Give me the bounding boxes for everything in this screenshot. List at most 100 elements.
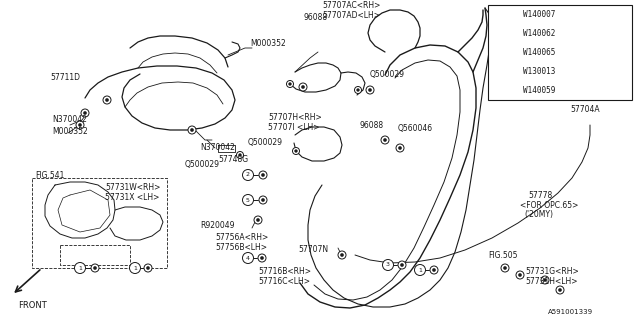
Text: 57716C<LH>: 57716C<LH> (258, 277, 310, 286)
Circle shape (129, 262, 141, 274)
Circle shape (340, 253, 344, 257)
Circle shape (243, 170, 253, 180)
Text: 3: 3 (386, 262, 390, 268)
Text: 57756A<RH>: 57756A<RH> (215, 234, 268, 243)
Circle shape (383, 138, 387, 141)
Circle shape (260, 256, 264, 260)
Circle shape (398, 147, 402, 149)
Circle shape (369, 88, 372, 92)
Circle shape (398, 261, 406, 269)
Text: 57716B<RH>: 57716B<RH> (258, 268, 311, 276)
Text: FIG.541: FIG.541 (35, 171, 65, 180)
Text: W140062: W140062 (523, 29, 556, 38)
Text: 57707AC<RH>: 57707AC<RH> (322, 1, 380, 10)
Text: 57778: 57778 (528, 190, 552, 199)
Text: 57748G: 57748G (218, 156, 248, 164)
Text: 4: 4 (246, 255, 250, 260)
Circle shape (144, 264, 152, 272)
Text: A591001339: A591001339 (548, 309, 593, 315)
Text: W140059: W140059 (523, 86, 556, 95)
Text: 4: 4 (501, 69, 505, 74)
Circle shape (415, 265, 426, 276)
Circle shape (501, 264, 509, 272)
Circle shape (259, 196, 267, 204)
Circle shape (518, 273, 522, 276)
Text: 57707H<RH>: 57707H<RH> (268, 114, 322, 123)
Circle shape (79, 124, 82, 127)
Circle shape (338, 251, 346, 259)
Text: Q500029: Q500029 (185, 161, 220, 170)
Circle shape (401, 263, 404, 267)
Circle shape (541, 276, 549, 284)
Text: Q560046: Q560046 (398, 124, 433, 132)
Circle shape (259, 171, 267, 179)
Circle shape (381, 136, 389, 144)
Circle shape (301, 85, 305, 89)
Circle shape (257, 218, 260, 221)
Text: N370042: N370042 (200, 143, 235, 153)
Circle shape (498, 67, 508, 76)
Text: W140065: W140065 (523, 48, 556, 57)
Bar (32, 178, 167, 268)
Circle shape (356, 89, 360, 92)
Circle shape (543, 278, 547, 282)
Circle shape (93, 266, 97, 269)
Circle shape (74, 262, 86, 274)
Text: M000352: M000352 (250, 39, 285, 49)
Text: M000352: M000352 (52, 127, 88, 137)
Circle shape (430, 266, 438, 274)
Circle shape (504, 266, 507, 269)
Text: 57731H<LH>: 57731H<LH> (525, 277, 577, 286)
Circle shape (188, 126, 196, 134)
Circle shape (498, 10, 508, 20)
Text: ('20MY): ('20MY) (524, 211, 553, 220)
Circle shape (516, 271, 524, 279)
Circle shape (294, 149, 298, 152)
Circle shape (355, 86, 362, 93)
Text: 57756B<LH>: 57756B<LH> (215, 244, 267, 252)
Circle shape (239, 154, 241, 156)
Text: 57707N: 57707N (298, 245, 328, 254)
Bar (488, 5, 632, 100)
Circle shape (433, 268, 436, 272)
Circle shape (103, 96, 111, 104)
Text: 5: 5 (246, 197, 250, 203)
Circle shape (498, 47, 508, 58)
Circle shape (237, 151, 243, 158)
Circle shape (106, 99, 109, 101)
Text: FIG.505: FIG.505 (488, 251, 518, 260)
Circle shape (261, 173, 264, 177)
Text: 2: 2 (501, 31, 505, 36)
Text: N370042: N370042 (52, 116, 87, 124)
Circle shape (383, 260, 394, 270)
Circle shape (76, 121, 84, 129)
Circle shape (243, 195, 253, 205)
Circle shape (91, 264, 99, 272)
Text: 57711D: 57711D (50, 74, 80, 83)
Text: R920049: R920049 (200, 220, 234, 229)
Text: 1: 1 (501, 12, 505, 17)
Text: W140007: W140007 (523, 10, 556, 19)
Text: 2: 2 (246, 172, 250, 178)
Text: 57704A: 57704A (570, 106, 600, 115)
Circle shape (396, 144, 404, 152)
Circle shape (261, 198, 264, 202)
Circle shape (191, 128, 193, 132)
Text: Q500029: Q500029 (370, 70, 405, 79)
Circle shape (558, 288, 562, 292)
Text: 57731X <LH>: 57731X <LH> (105, 194, 159, 203)
Text: <FOR OPC.65>: <FOR OPC.65> (520, 201, 579, 210)
Circle shape (289, 83, 291, 85)
Circle shape (254, 216, 262, 224)
Circle shape (299, 83, 307, 91)
Text: 96088: 96088 (360, 122, 384, 131)
Circle shape (498, 28, 508, 38)
Text: 1: 1 (418, 268, 422, 273)
Text: 57731G<RH>: 57731G<RH> (525, 268, 579, 276)
Circle shape (243, 252, 253, 263)
Circle shape (498, 85, 508, 95)
Circle shape (366, 86, 374, 94)
Circle shape (292, 148, 300, 155)
Text: W130013: W130013 (523, 67, 556, 76)
Text: Q500029: Q500029 (248, 139, 283, 148)
